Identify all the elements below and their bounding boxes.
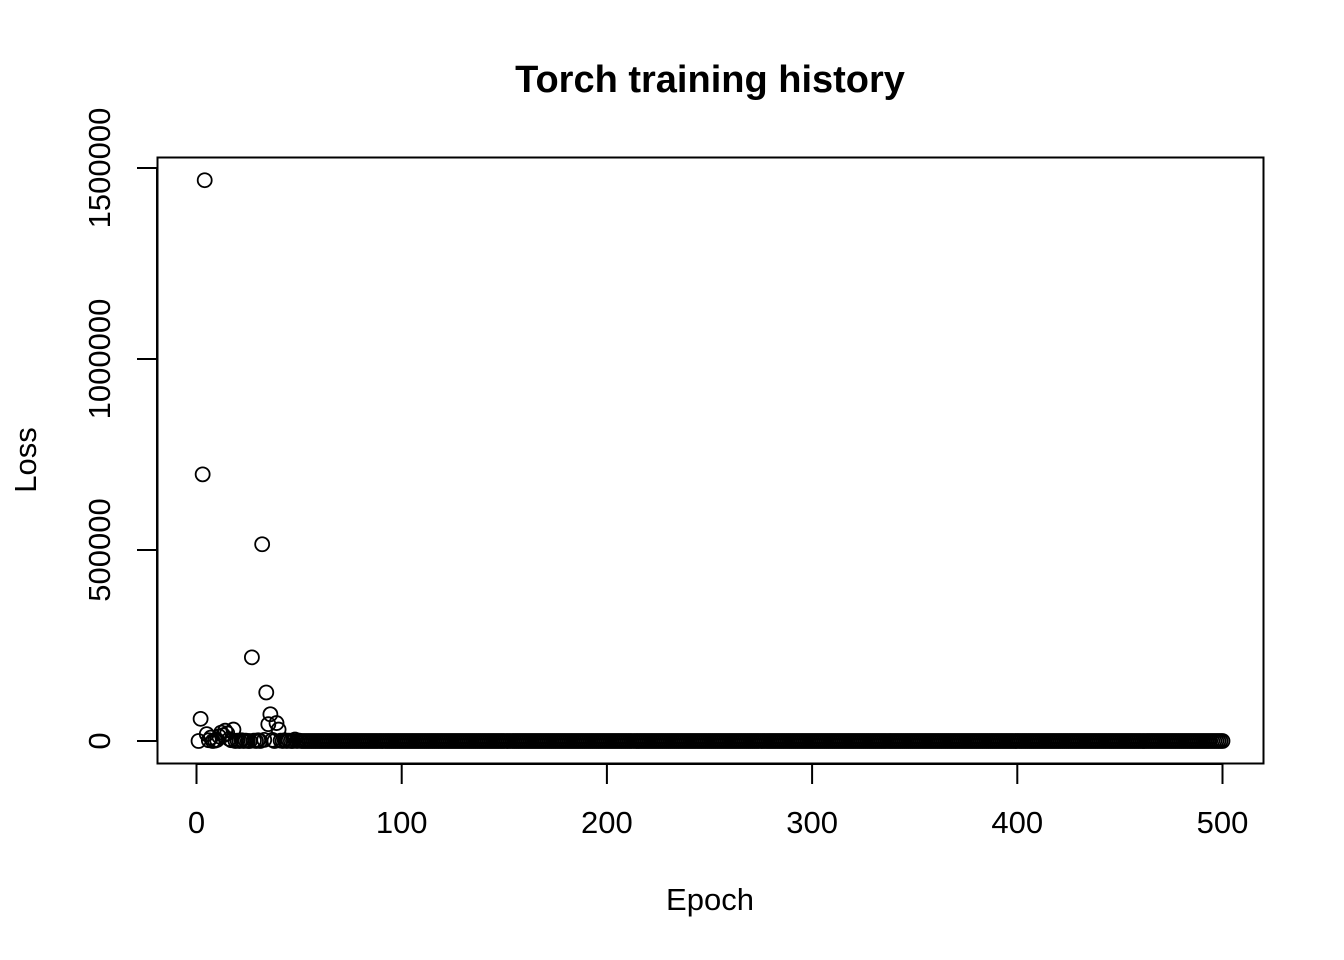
data-point xyxy=(244,649,260,666)
y-tick-label: 0 xyxy=(82,732,117,749)
x-tick-label: 500 xyxy=(1197,805,1249,840)
y-tick-label: 1500000 xyxy=(82,108,117,229)
data-point xyxy=(196,172,213,189)
data-point xyxy=(192,710,209,727)
x-tick-label: 400 xyxy=(991,805,1043,840)
data-point xyxy=(194,466,211,483)
y-tick-label: 500000 xyxy=(82,498,117,601)
x-tick-label: 300 xyxy=(786,805,838,840)
plot-frame xyxy=(156,156,1265,765)
x-tick-label: 200 xyxy=(581,805,633,840)
x-tick-label: 100 xyxy=(376,805,428,840)
data-points xyxy=(190,172,1231,749)
x-axis-label: Epoch xyxy=(666,882,754,917)
data-point xyxy=(254,536,271,553)
data-point xyxy=(1214,733,1231,749)
x-tick-label: 0 xyxy=(188,805,205,840)
data-point xyxy=(258,684,275,701)
y-axis: 0 500000 1000000 1500000 xyxy=(82,108,158,750)
y-tick-label: 1000000 xyxy=(82,299,117,420)
y-axis-label: Loss xyxy=(8,427,43,492)
x-axis: 0 100 200 300 400 500 xyxy=(188,763,1249,840)
data-point xyxy=(256,731,273,748)
chart-title: Torch training history xyxy=(515,59,905,101)
data-point xyxy=(268,715,285,731)
